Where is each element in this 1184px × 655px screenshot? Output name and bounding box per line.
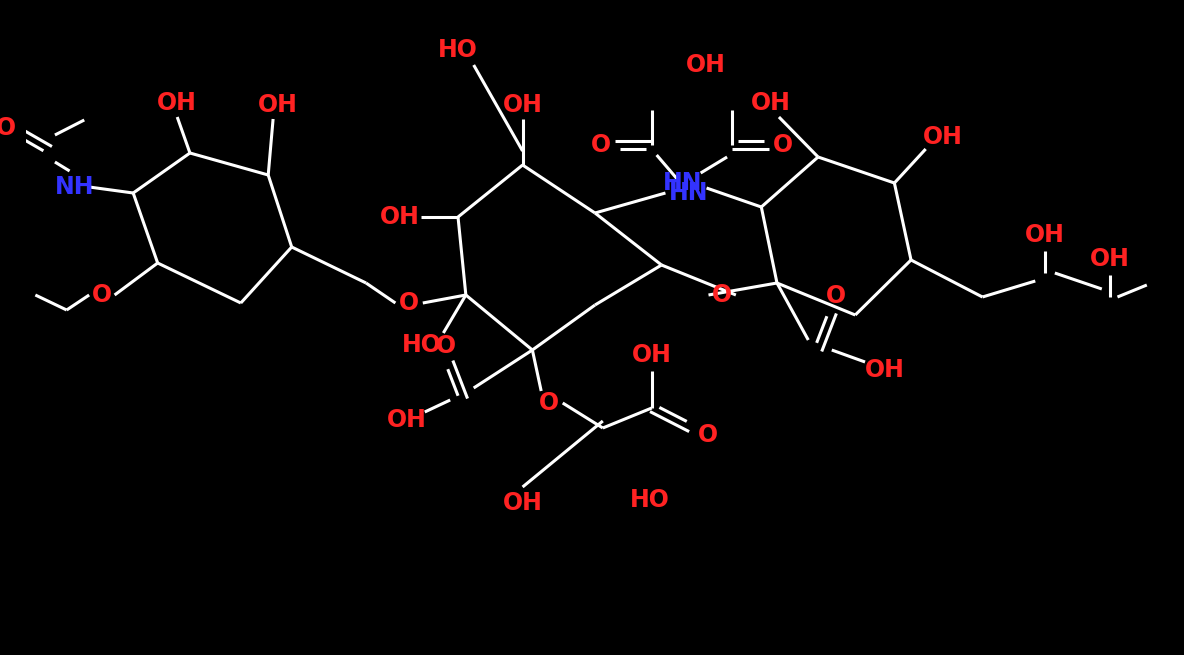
Text: OH: OH [258, 93, 298, 117]
Text: O: O [399, 291, 419, 315]
Text: OH: OH [503, 491, 542, 515]
Text: OH: OH [503, 93, 542, 117]
Text: OH: OH [686, 53, 726, 77]
Text: O: O [825, 284, 845, 308]
Text: OH: OH [924, 125, 964, 149]
Text: HO: HO [630, 488, 670, 512]
Text: O: O [773, 133, 793, 157]
Text: O: O [92, 283, 112, 307]
Text: OH: OH [1089, 247, 1130, 271]
Text: O: O [712, 283, 732, 307]
Text: O: O [539, 391, 559, 415]
Text: HO: HO [438, 38, 478, 62]
Text: HN: HN [663, 171, 703, 195]
Text: O: O [436, 334, 456, 358]
Text: O: O [697, 423, 718, 447]
Text: O: O [0, 116, 17, 140]
Text: HO: HO [401, 333, 442, 357]
Text: NH: NH [54, 175, 95, 199]
Text: OH: OH [632, 343, 671, 367]
Text: OH: OH [1025, 223, 1064, 247]
Text: OH: OH [864, 358, 905, 382]
Text: OH: OH [157, 91, 198, 115]
Text: OH: OH [379, 205, 419, 229]
Text: OH: OH [751, 91, 791, 115]
Text: OH: OH [387, 408, 427, 432]
Text: O: O [591, 133, 611, 157]
Text: HN: HN [669, 181, 709, 205]
